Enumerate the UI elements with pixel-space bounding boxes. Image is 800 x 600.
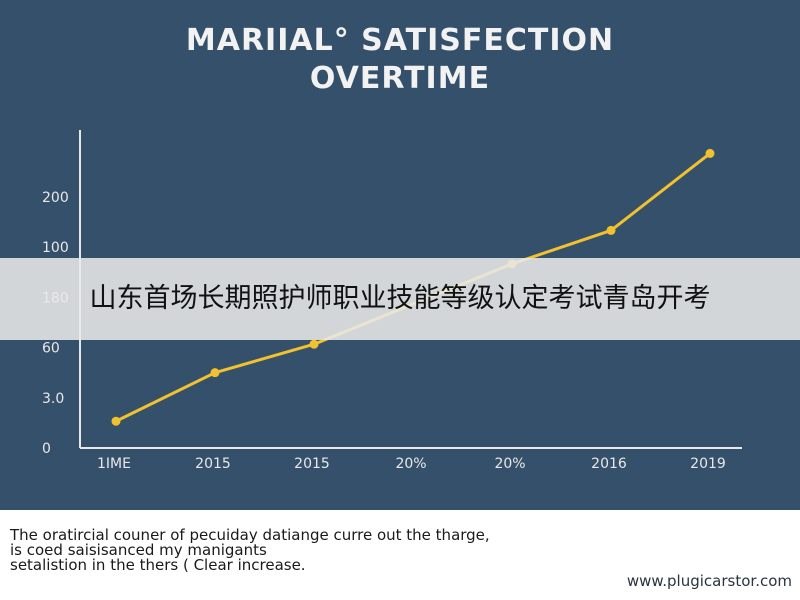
x-tick-label: 20%	[494, 456, 525, 472]
chart-title: MARIIAL° SATISFECTION OVERTIME	[185, 23, 615, 96]
data-point	[111, 416, 121, 426]
x-tick-label: 2015	[294, 456, 330, 472]
x-tick-label: 2016	[591, 456, 627, 472]
source-url: www.plugicarstor.com	[626, 572, 792, 590]
y-tick-label: 200	[42, 190, 69, 206]
tick-labels: 03.0601801002001IME2015201520%20%2016201…	[42, 190, 726, 472]
data-point	[705, 148, 715, 158]
x-tick-label: 2015	[195, 456, 231, 472]
headline-banner: 山东首场长期照护师职业技能等级认定考试青岛开考	[0, 258, 800, 340]
data-point	[606, 225, 616, 235]
y-tick-label: 3.0	[42, 391, 64, 407]
x-tick-label: 20%	[395, 456, 426, 472]
y-tick-label: 100	[42, 240, 69, 256]
headline-text: 山东首场长期照护师职业技能等级认定考试青岛开考	[89, 283, 711, 314]
line-chart: 03.0601801002001IME2015201520%20%2016201…	[42, 130, 742, 472]
data-point	[309, 339, 319, 349]
y-tick-label: 0	[42, 441, 51, 457]
chart-panel: MARIIAL° SATISFECTION OVERTIME 03.060180…	[0, 0, 800, 510]
y-tick-label: 60	[42, 341, 60, 357]
data-point	[210, 368, 220, 378]
x-tick-label: 2019	[690, 456, 726, 472]
x-tick-label: 1IME	[97, 456, 131, 472]
chart-caption: The oratircial couner of pecuiday datian…	[10, 526, 490, 574]
